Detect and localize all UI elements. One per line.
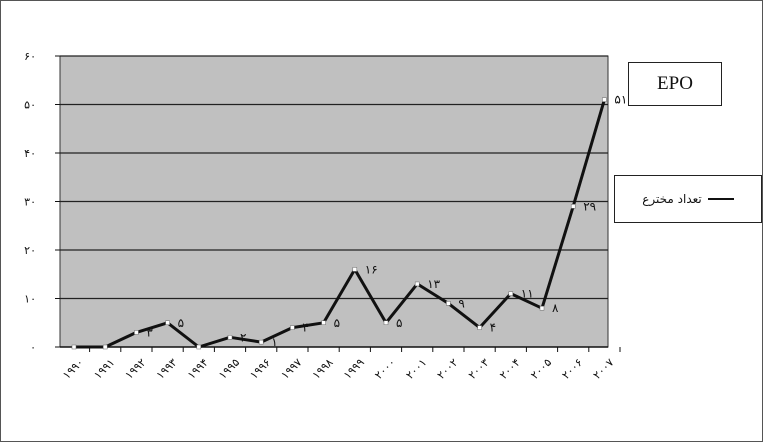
data-label: ۱۱ xyxy=(521,287,534,301)
y-axis-ticks: ۰ ۱۰ ۲۰ ۳۰ ۴۰ ۵۰ ۶۰ xyxy=(24,50,60,354)
x-tick-label: ۲۰۰۶ xyxy=(559,356,585,382)
x-tick-label: ۱۹۹۸ xyxy=(310,356,336,382)
data-point xyxy=(196,344,202,350)
legend-line-swatch xyxy=(707,198,734,200)
x-tick-label: ۱۹۹۷ xyxy=(279,356,305,382)
x-tick-label: ۲۰۰۳ xyxy=(466,356,492,382)
chart-title-box: EPO xyxy=(628,62,722,106)
data-point xyxy=(383,320,389,325)
data-point xyxy=(290,325,295,330)
data-point xyxy=(352,267,358,272)
gridlines xyxy=(60,55,608,348)
x-tick-label: ۲۰۰۴ xyxy=(497,356,523,382)
data-label: ۵ xyxy=(178,316,184,330)
data-point xyxy=(134,330,139,335)
y-tick-label: ۰ xyxy=(30,341,36,354)
data-point xyxy=(258,339,264,345)
x-tick-label: ۱۹۹۱ xyxy=(91,356,117,382)
data-label: ۵ xyxy=(334,316,340,330)
y-tick-label: ۲۰ xyxy=(24,244,36,257)
x-tick-label: ۲۰۰۱ xyxy=(403,356,429,382)
data-markers xyxy=(71,97,607,350)
legend-series-label: تعداد مخترع xyxy=(642,192,702,206)
data-label: ۴ xyxy=(490,321,496,335)
data-label: ۱۳ xyxy=(427,277,440,291)
data-point xyxy=(321,320,326,325)
data-point xyxy=(227,335,233,340)
data-label: ۵ xyxy=(396,316,402,330)
y-tick-label: ۵۰ xyxy=(24,99,36,112)
y-tick-label: ۱۰ xyxy=(24,293,36,306)
x-tick-label: ۱۹۹۳ xyxy=(154,356,180,382)
data-label: ۲۹ xyxy=(583,199,596,213)
y-tick-label: ۴۰ xyxy=(24,147,36,160)
x-tick-label: ۲۰۰۰ xyxy=(372,356,398,382)
x-axis-ticks: ۱۹۹۰ ۱۹۹۱ ۱۹۹۲ ۱۹۹۳ ۱۹۹۴ ۱۹۹۵ ۱۹۹۶ ۱۹۹۷ ۱۹۹۸ ۱۹۹۹… xyxy=(60,347,621,382)
data-label: ۱۶ xyxy=(365,262,378,276)
data-point xyxy=(414,281,420,287)
chart-title: EPO xyxy=(657,73,693,94)
data-point xyxy=(602,97,607,102)
x-tick-label: ۱۹۹۵ xyxy=(216,356,242,382)
legend: تعداد مخترع xyxy=(614,175,762,223)
x-tick-label: ۱۹۹۲ xyxy=(123,356,149,382)
data-label: ۹ xyxy=(458,296,464,310)
y-tick-label: ۶۰ xyxy=(24,50,36,63)
data-point xyxy=(477,325,482,330)
data-point xyxy=(165,320,170,325)
data-point xyxy=(508,291,514,296)
x-tick-label: ۲۰۰۲ xyxy=(435,356,461,382)
data-label: ۴ xyxy=(302,321,308,335)
x-tick-label: ۱۹۹۰ xyxy=(60,356,86,382)
data-point xyxy=(71,344,77,350)
y-tick-label: ۳۰ xyxy=(24,196,36,209)
x-tick-label: ۱۹۹۶ xyxy=(247,356,273,382)
data-label: ۵۱ xyxy=(614,93,627,107)
data-point xyxy=(446,301,451,306)
data-label: ۳ xyxy=(146,325,153,339)
data-label: ۱ xyxy=(271,335,277,349)
x-tick-label: ۲۰۰۷ xyxy=(591,356,617,382)
x-tick-label: ۱۹۹۴ xyxy=(185,356,211,382)
data-point xyxy=(570,204,576,209)
data-label: ۸ xyxy=(552,301,559,315)
data-labels: ۳ ۵ ۲ ۱ ۴ ۵ ۱۶ ۵ ۱۳ ۹ ۴ ۱۱ ۸ ۲۹ ۵۱ xyxy=(146,93,627,349)
data-point xyxy=(539,305,545,311)
x-tick-label: ۱۹۹۹ xyxy=(341,356,367,382)
data-point xyxy=(102,344,108,350)
data-label: ۲ xyxy=(240,330,246,344)
series-line xyxy=(74,99,606,349)
x-tick-label: ۲۰۰۵ xyxy=(528,356,554,382)
